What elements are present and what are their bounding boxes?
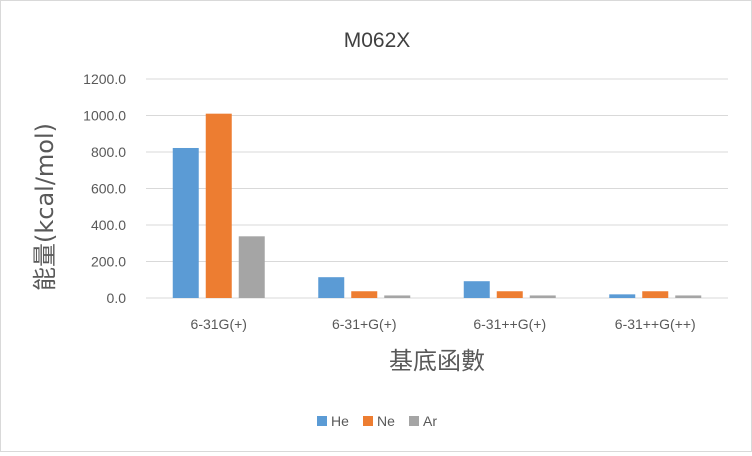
x-tick-label: 6-31+G(+) <box>332 316 397 332</box>
y-axis-title: 能量(kcal/mol) <box>31 123 59 291</box>
y-tick-label: 1000.0 <box>83 108 126 124</box>
legend-label-ne: Ne <box>377 413 395 429</box>
x-axis-title: 基底函數 <box>389 347 485 375</box>
y-tick-label: 0.0 <box>107 290 127 306</box>
bar-ne <box>205 113 232 298</box>
legend-swatch-ne <box>363 416 373 426</box>
legend-swatch-ar <box>409 416 419 426</box>
y-tick-label: 800.0 <box>91 144 126 160</box>
y-tick-label: 200.0 <box>91 254 126 270</box>
x-tick-label: 6-31G(+) <box>191 316 247 332</box>
bar-he <box>609 294 636 298</box>
bar-he <box>463 281 490 298</box>
bars <box>172 113 702 298</box>
y-axis-ticks: 0.0 200.0 400.0 600.0 800.0 1000.0 1200.0 <box>83 71 126 306</box>
legend-label-he: He <box>331 413 349 429</box>
bar-he <box>172 147 199 298</box>
bar-he <box>318 277 345 298</box>
y-tick-label: 600.0 <box>91 181 126 197</box>
bar-ar <box>675 295 702 298</box>
y-tick-label: 1200.0 <box>83 71 126 87</box>
gridlines <box>146 78 728 299</box>
bar-ne <box>496 291 523 298</box>
bar-ar <box>384 295 411 298</box>
legend-label-ar: Ar <box>423 413 437 429</box>
bar-ne <box>642 291 669 298</box>
bar-ar <box>238 236 265 298</box>
legend-swatch-he <box>317 416 327 426</box>
chart-title: M062X <box>344 29 411 52</box>
x-tick-label: 6-31++G(+) <box>473 316 546 332</box>
x-tick-label: 6-31++G(++) <box>615 316 696 332</box>
y-tick-label: 400.0 <box>91 217 126 233</box>
legend: He Ne Ar <box>317 413 437 429</box>
bar-ar <box>529 295 556 298</box>
x-axis-ticks: 6-31G(+) 6-31+G(+) 6-31++G(+) 6-31++G(++) <box>191 316 696 332</box>
bar-ne <box>351 291 378 298</box>
